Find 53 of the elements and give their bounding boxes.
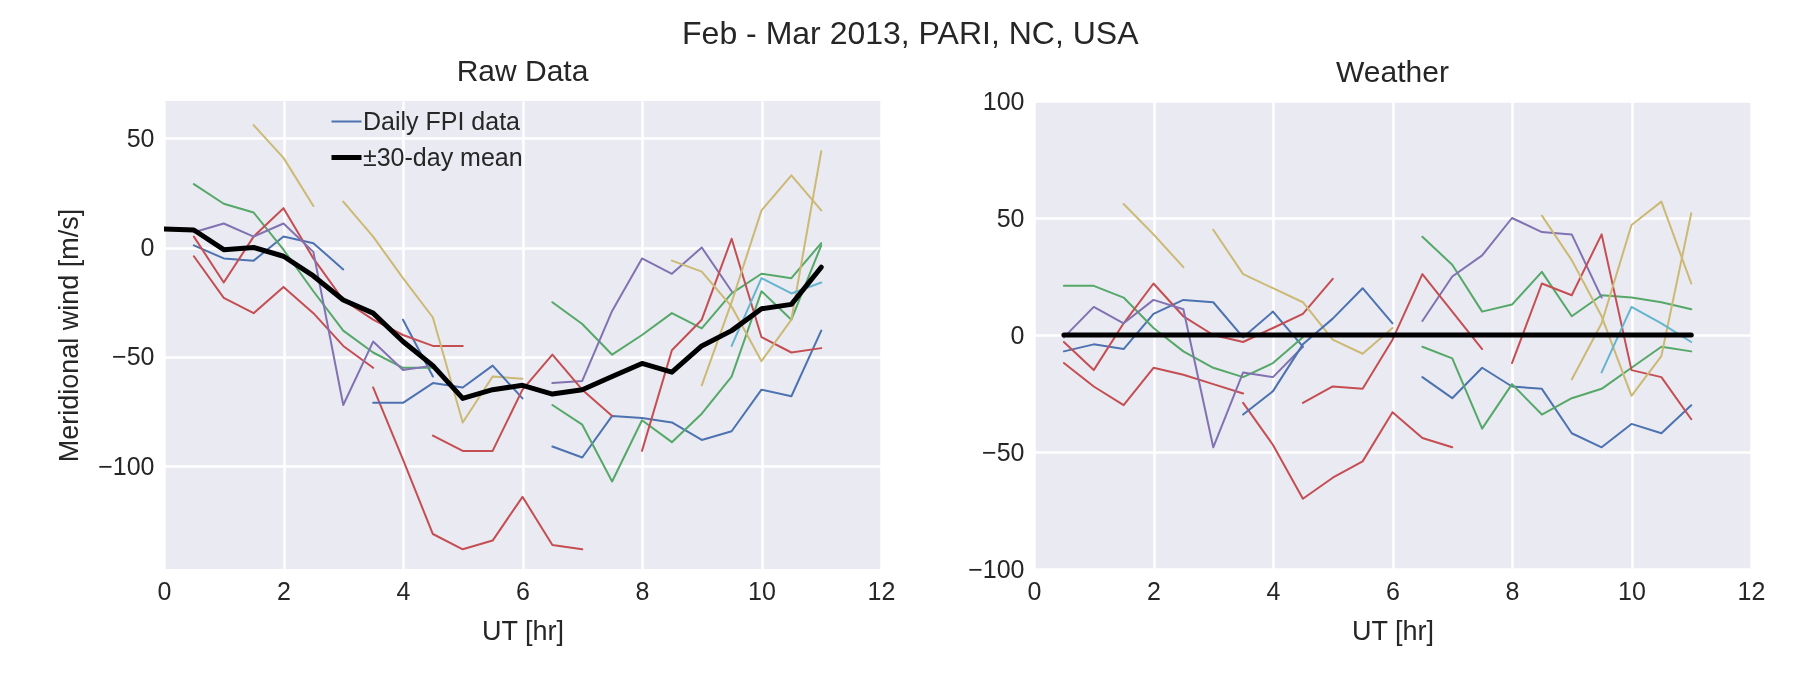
line-series: [1062, 277, 1334, 372]
line-series: [1511, 233, 1693, 421]
x-tick-label: 6: [1386, 576, 1400, 605]
x-tick-label: 8: [1505, 576, 1520, 605]
y-tick-label: −50: [112, 342, 155, 371]
x-tick-label: 8: [635, 576, 650, 605]
line-series: [1421, 345, 1693, 430]
chart-title: Weather: [1336, 55, 1449, 88]
line-series: [1301, 273, 1484, 404]
x-axis-title: UT [hr]: [1351, 615, 1435, 646]
y-tick-label: 50: [996, 203, 1025, 232]
y-tick-label: −50: [982, 437, 1025, 466]
y-tick-label: 0: [1010, 320, 1025, 349]
x-axis-title: UT [hr]: [481, 615, 565, 646]
line-series: [730, 277, 823, 347]
line-series: [641, 237, 823, 452]
line-series: [1062, 284, 1304, 379]
line-series: [1421, 366, 1693, 449]
x-tick-label: 12: [1737, 576, 1766, 605]
x-tick-label: 10: [748, 576, 776, 605]
line-series: [1600, 305, 1693, 374]
legend-label: ±30-day mean: [363, 142, 523, 171]
text: Feb - Mar 2013, PARI, NC, USA: [682, 15, 1140, 51]
y-tick-label: −100: [98, 451, 155, 480]
x-tick-label: 12: [867, 576, 896, 605]
line-series: [1242, 401, 1454, 500]
line-series: [372, 386, 584, 551]
x-tick-label: 10: [1618, 576, 1646, 605]
x-tick-label: 6: [516, 576, 530, 605]
line-series: [1421, 217, 1603, 322]
y-tick-label: 100: [982, 86, 1025, 115]
line-series: [1212, 228, 1394, 355]
line-series: [1421, 235, 1693, 318]
y-tick-label: 0: [140, 233, 155, 262]
x-tick-label: 4: [396, 576, 411, 605]
line-series: [192, 255, 375, 369]
legend-label: Daily FPI data: [363, 106, 521, 135]
y-tick-label: 50: [126, 123, 155, 152]
x-tick-label: 2: [1147, 576, 1161, 605]
line-series: [192, 183, 434, 369]
line-series: [1062, 362, 1245, 407]
line-series: [192, 207, 464, 347]
x-tick-label: 2: [277, 576, 291, 605]
y-tick-label: −100: [968, 554, 1025, 583]
y-axis-title: Meridional wind [m/s]: [54, 208, 85, 463]
line-series: [551, 329, 823, 459]
line-series: [1062, 298, 1304, 449]
line-series: [372, 364, 524, 404]
line-series: [551, 246, 733, 385]
x-tick-label: 4: [1266, 576, 1281, 605]
line-series: [342, 200, 524, 424]
line-series: [431, 353, 614, 452]
chart-title: Raw Data: [456, 54, 589, 87]
